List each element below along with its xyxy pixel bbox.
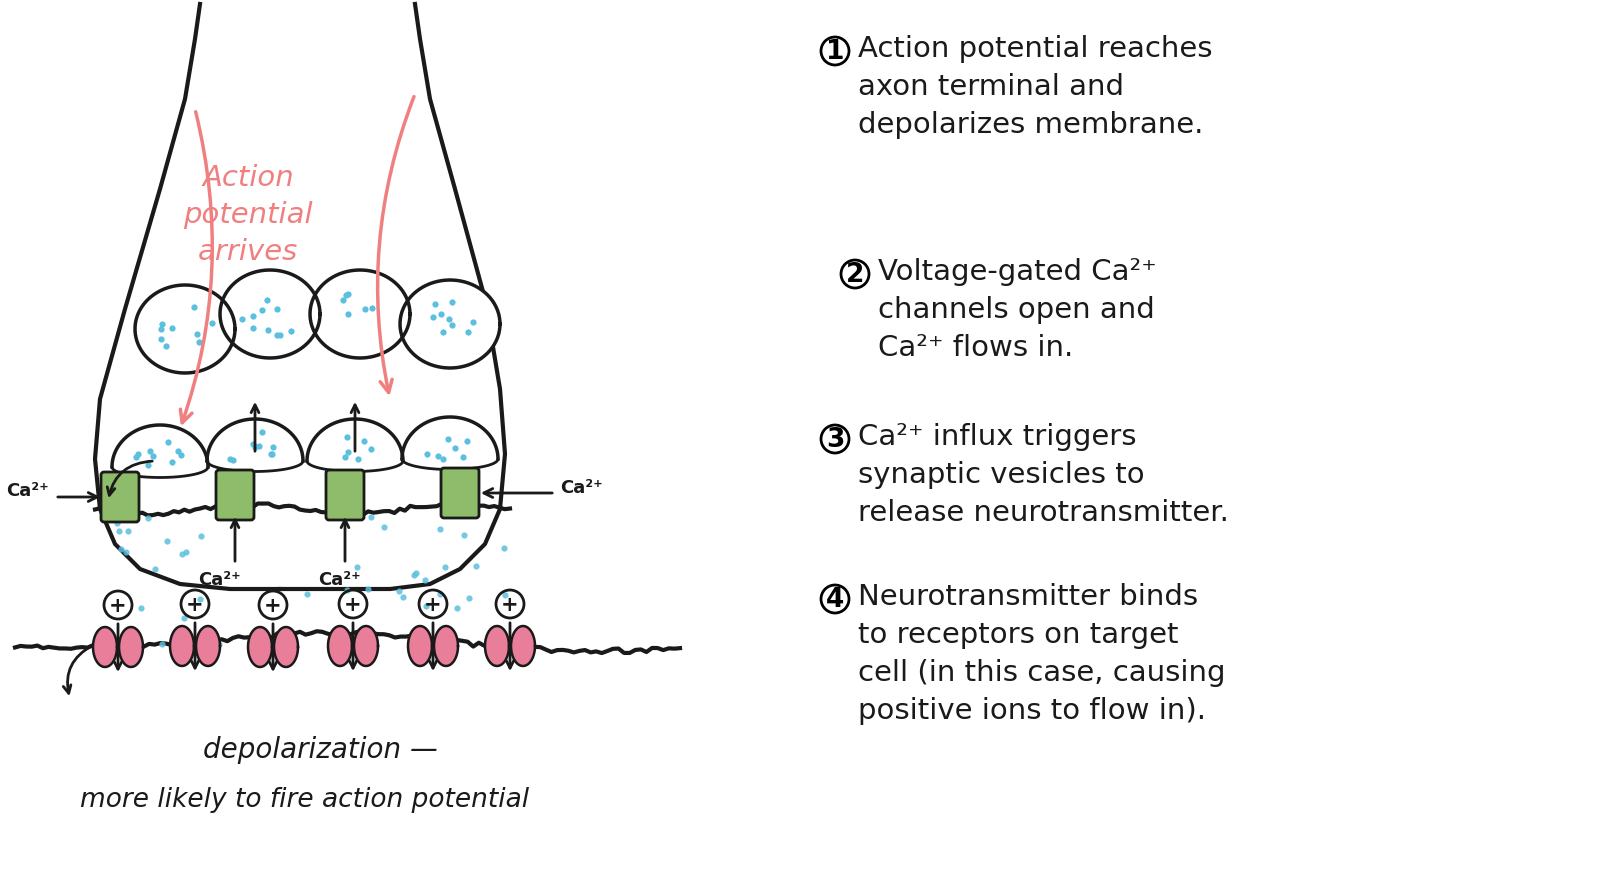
Polygon shape xyxy=(273,627,297,667)
Point xyxy=(444,601,469,615)
Polygon shape xyxy=(400,281,500,369)
Polygon shape xyxy=(307,420,403,462)
Polygon shape xyxy=(310,270,410,358)
Point xyxy=(386,585,411,599)
Point xyxy=(154,534,180,548)
Point xyxy=(355,582,381,596)
Text: +: + xyxy=(186,594,204,615)
Polygon shape xyxy=(328,626,352,666)
Point xyxy=(358,510,384,524)
Point xyxy=(149,637,175,651)
Text: Ca²⁺: Ca²⁺ xyxy=(6,481,50,500)
Polygon shape xyxy=(207,420,302,462)
Polygon shape xyxy=(196,626,220,666)
Polygon shape xyxy=(93,627,117,667)
Point xyxy=(427,522,453,536)
Point xyxy=(169,548,194,562)
Polygon shape xyxy=(511,626,535,666)
Text: 2: 2 xyxy=(845,262,863,288)
Point xyxy=(172,546,198,560)
Point xyxy=(141,563,167,577)
Polygon shape xyxy=(119,627,143,667)
Text: Voltage-gated Ca²⁺
channels open and
Ca²⁺ flows in.: Voltage-gated Ca²⁺ channels open and Ca²… xyxy=(877,258,1155,362)
Point xyxy=(463,559,489,573)
Point xyxy=(188,593,214,607)
Polygon shape xyxy=(402,418,498,459)
Text: Ca²⁺ influx triggers
synaptic vesicles to
release neurotransmitter.: Ca²⁺ influx triggers synaptic vesicles t… xyxy=(858,422,1228,526)
Point xyxy=(188,529,214,543)
Point xyxy=(371,521,397,535)
Point xyxy=(172,611,198,625)
Text: depolarization —: depolarization — xyxy=(202,735,437,763)
Point xyxy=(450,528,476,542)
Point xyxy=(106,524,132,538)
Polygon shape xyxy=(247,627,272,667)
Polygon shape xyxy=(112,426,207,467)
Point xyxy=(391,591,416,605)
Point xyxy=(334,583,360,597)
Point xyxy=(129,601,154,615)
Text: Action
potential
arrives: Action potential arrives xyxy=(183,164,313,265)
Polygon shape xyxy=(170,626,194,666)
Point xyxy=(490,541,516,555)
Text: 4: 4 xyxy=(826,587,844,612)
Point xyxy=(135,512,161,526)
Text: 1: 1 xyxy=(826,39,844,65)
Point xyxy=(400,569,426,583)
Point xyxy=(344,560,370,574)
Point xyxy=(95,633,121,647)
Text: +: + xyxy=(501,594,519,615)
Polygon shape xyxy=(485,626,509,666)
Text: +: + xyxy=(344,594,362,615)
Polygon shape xyxy=(408,626,432,666)
Point xyxy=(426,587,452,601)
Text: Ca²⁺: Ca²⁺ xyxy=(318,571,362,588)
FancyBboxPatch shape xyxy=(101,472,138,522)
Point xyxy=(413,573,439,587)
Point xyxy=(112,545,138,559)
Polygon shape xyxy=(135,285,235,373)
Point xyxy=(456,591,482,605)
Text: +: + xyxy=(424,594,442,615)
Polygon shape xyxy=(354,626,378,666)
Text: more likely to fire action potential: more likely to fire action potential xyxy=(80,786,529,812)
Text: +: + xyxy=(109,595,127,615)
FancyBboxPatch shape xyxy=(326,471,363,521)
Point xyxy=(413,600,439,614)
Point xyxy=(116,524,141,538)
Text: +: + xyxy=(264,595,281,615)
Text: Ca²⁺: Ca²⁺ xyxy=(561,479,603,496)
Point xyxy=(492,588,517,602)
Point xyxy=(108,543,133,557)
Point xyxy=(294,587,320,601)
FancyBboxPatch shape xyxy=(215,471,254,521)
Polygon shape xyxy=(434,626,458,666)
Point xyxy=(432,560,458,574)
Point xyxy=(403,566,429,580)
Text: Action potential reaches
axon terminal and
depolarizes membrane.: Action potential reaches axon terminal a… xyxy=(858,35,1212,139)
Polygon shape xyxy=(220,270,320,358)
Point xyxy=(432,632,458,646)
Point xyxy=(352,624,378,638)
Text: Ca²⁺: Ca²⁺ xyxy=(199,571,241,588)
Text: 3: 3 xyxy=(826,427,844,452)
Text: Neurotransmitter binds
to receptors on target
cell (in this case, causing
positi: Neurotransmitter binds to receptors on t… xyxy=(858,582,1225,723)
Point xyxy=(206,637,231,651)
FancyBboxPatch shape xyxy=(440,469,479,518)
Point xyxy=(104,517,130,531)
